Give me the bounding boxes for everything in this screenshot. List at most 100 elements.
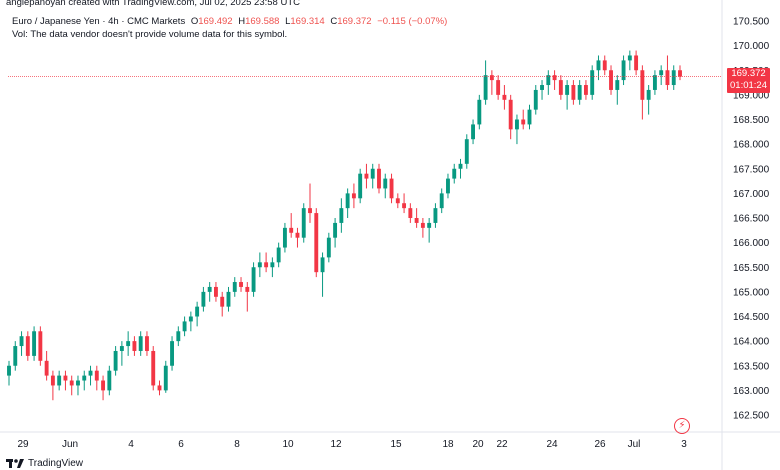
high-value: 169.588 [245,16,280,27]
candle-body [502,94,507,100]
x-tick-label: 24 [546,439,558,450]
candle-body [88,370,93,376]
candle-body [358,173,363,199]
candle-body [552,75,557,81]
candle-body [163,365,168,391]
candle-body [63,375,68,381]
candle-body [7,365,11,376]
y-tick-label: 169.000 [733,90,770,101]
candle-body [226,291,231,307]
candle-body [50,375,55,386]
candle-body [634,55,639,71]
y-tick-label: 166.500 [733,214,770,225]
candle-body [678,70,682,77]
y-tick-label: 165.500 [733,263,770,274]
symbol-legend: Euro / Japanese Yen · 4h · CMC Markets O… [12,16,447,27]
x-tick-label: 3 [681,439,687,450]
close-value: 169.372 [337,16,372,27]
candle-body [326,237,331,258]
x-tick-label: 29 [17,439,29,450]
candle-body [583,85,588,95]
candle-body [477,99,482,125]
candle-body [458,163,463,169]
x-tick-label: 22 [496,439,508,450]
x-tick-label: 12 [330,439,342,450]
last-price-value: 169.372 [731,68,766,79]
candle-body [145,336,149,351]
candle-body [257,262,262,268]
candle-body [251,267,256,292]
candle-body [32,331,37,356]
candle-body [414,218,419,223]
candle-body [44,360,49,376]
candle-body [609,70,613,90]
change-value: −0.115 (−0.07%) [377,16,448,27]
candle-body [101,380,106,391]
candle-body [264,262,269,268]
candle-body [364,173,369,179]
candle-body [452,168,457,179]
candle-body [76,380,80,386]
candle-body [395,198,400,204]
candle-body [69,380,74,386]
candle-body [182,321,187,332]
candle-body [138,336,143,351]
symbol-title[interactable]: Euro / Japanese Yen · 4h · CMC Markets [12,16,186,27]
candle-body [351,193,356,199]
x-tick-label: 26 [594,439,606,450]
candle-body [13,346,18,366]
chart-creator-caption: anglepanoyan created with TradingView.co… [6,0,300,8]
candle-body [571,85,576,100]
candle-body [464,139,469,164]
candle-body [565,85,570,95]
candle-body [157,385,162,391]
x-tick-label: Jun [62,439,78,450]
candle-body [94,370,99,381]
candle-body [126,341,131,347]
x-tick-label: Jul [628,439,641,450]
candle-body [596,60,601,71]
candle-body [427,222,432,228]
candle-body [370,168,375,179]
candle-body [496,80,501,95]
candle-body [602,60,607,71]
candle-body [383,178,388,189]
candle-body [201,291,206,307]
candle-body [408,208,413,218]
tradingview-logo-icon [6,458,24,468]
candle-body [420,222,425,228]
x-tick-label: 15 [390,439,402,450]
candle-body [640,70,645,100]
candle-body [446,178,450,194]
candle-body [615,80,620,90]
candle-body [276,247,281,263]
candle-body [19,336,24,347]
candle-body [132,341,137,351]
candle-body [577,85,582,100]
candle-body [389,178,394,199]
candle-body [119,346,124,351]
y-tick-label: 168.000 [733,140,770,151]
candle-body [521,119,526,125]
footer-brand: TradingView [6,458,83,469]
candle-body [25,336,30,356]
candle-body [671,70,676,86]
candle-body [289,227,294,233]
bar-countdown: 01:01:24 [730,80,767,91]
lightning-icon[interactable]: ⚡ [674,418,690,434]
candle-body [57,375,62,386]
x-tick-label: 18 [442,439,454,450]
candle-body [151,350,156,386]
candle-body [82,375,87,381]
candle-body [439,193,444,209]
x-tick-label: 4 [128,439,134,450]
x-tick-label: 6 [178,439,184,450]
y-tick-label: 168.500 [733,115,770,126]
candle-body [665,70,670,86]
y-tick-label: 170.500 [733,17,770,28]
candle-body [176,331,181,342]
candle-body [295,232,300,238]
candle-body [508,99,513,130]
y-tick-label: 164.500 [733,312,770,323]
